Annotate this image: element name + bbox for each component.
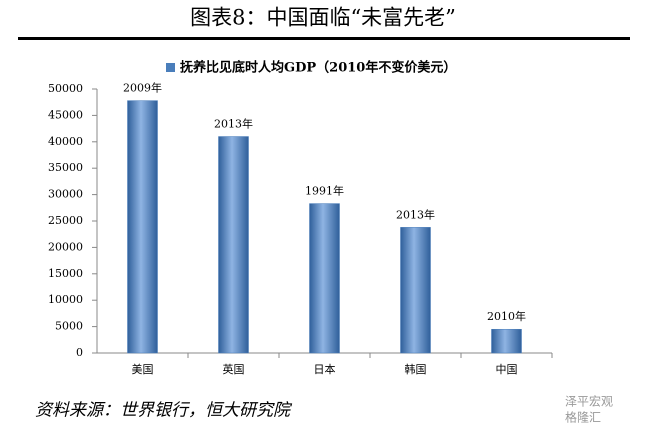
legend-swatch xyxy=(166,63,175,72)
bar-annotation: 2013年 xyxy=(214,117,253,131)
bar-annotation: 2013年 xyxy=(396,207,435,221)
bar xyxy=(491,328,522,354)
x-tick-label: 美国 xyxy=(132,363,154,376)
title-rule xyxy=(18,37,630,40)
x-tick-label: 中国 xyxy=(496,363,518,376)
y-tick-label: 25000 xyxy=(48,214,83,227)
y-tick-label: 15000 xyxy=(48,267,83,280)
y-tick-label: 5000 xyxy=(55,320,83,333)
y-tick-label: 45000 xyxy=(48,108,83,121)
bar xyxy=(309,203,340,354)
bar-annotation: 1991年 xyxy=(305,184,344,198)
y-tick-label: 0 xyxy=(76,346,83,359)
y-tick-label: 40000 xyxy=(48,135,83,148)
y-tick-label: 20000 xyxy=(48,240,83,253)
y-tick-label: 30000 xyxy=(48,188,83,201)
x-tick-label: 英国 xyxy=(223,362,245,376)
y-tick-label: 10000 xyxy=(48,293,83,306)
watermark: 格隆汇 xyxy=(565,410,601,425)
source: 资料来源：世界银行，恒大研究院 xyxy=(35,401,293,421)
x-tick-label: 日本 xyxy=(314,362,336,376)
bar xyxy=(218,136,249,354)
bar-annotation: 2009年 xyxy=(123,81,162,95)
x-tick-label: 韩国 xyxy=(405,362,427,376)
bar-annotation: 2010年 xyxy=(487,309,526,323)
bar xyxy=(400,227,431,354)
bar xyxy=(127,100,158,354)
chart-title: 图表8：中国面临“未富先老” xyxy=(190,6,456,30)
y-tick-label: 35000 xyxy=(48,161,83,174)
legend-label: 抚养比见底时人均GDP（2010年不变价美元） xyxy=(180,60,456,76)
y-tick-label: 50000 xyxy=(48,82,83,95)
watermark: 泽平宏观 xyxy=(565,394,613,409)
